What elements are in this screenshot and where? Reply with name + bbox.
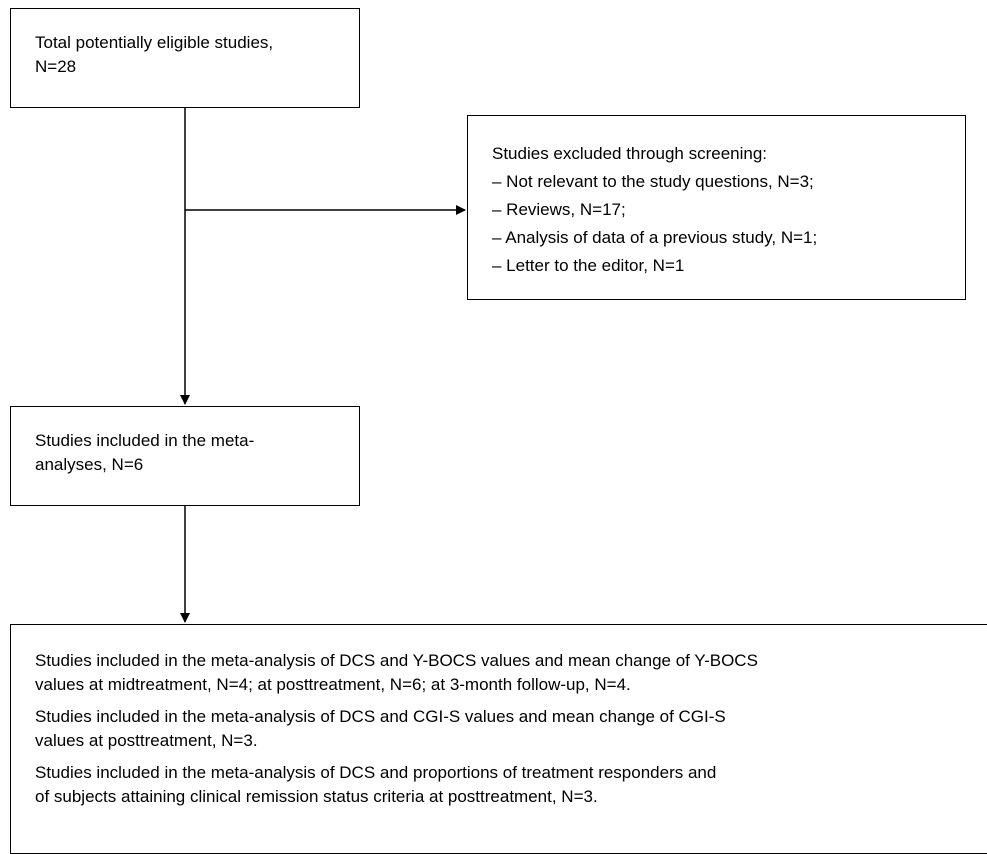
excluded-item-previous-data: – Analysis of data of a previous study, … [492,228,818,247]
total-studies-box: Total potentially eligible studies, N=28 [10,8,360,108]
analysis-cgis-line1: Studies included in the meta-analysis of… [35,707,726,726]
analysis-ybocs-line2: values at midtreatment, N=4; at posttrea… [35,675,631,694]
analysis-cgis-line2: values at posttreatment, N=3. [35,731,258,750]
total-studies-line2: N=28 [35,57,77,76]
included-studies-line2: analyses, N=6 [35,455,144,474]
analysis-ybocs-paragraph: Studies included in the meta-analysis of… [35,649,987,697]
analysis-responders-line2: of subjects attaining clinical remission… [35,787,598,806]
excluded-studies-box: Studies excluded through screening: – No… [467,115,966,300]
excluded-item-not-relevant: – Not relevant to the study questions, N… [492,172,814,191]
analysis-responders-line1: Studies included in the meta-analysis of… [35,763,717,782]
included-studies-line1: Studies included in the meta- [35,431,255,450]
total-studies-line1: Total potentially eligible studies, [35,33,274,52]
excluded-item-letter: – Letter to the editor, N=1 [492,256,685,275]
excluded-heading: Studies excluded through screening: [492,144,768,163]
included-studies-box: Studies included in the meta- analyses, … [10,406,360,506]
analysis-responders-paragraph: Studies included in the meta-analysis of… [35,761,987,809]
meta-analyses-box: Studies included in the meta-analysis of… [10,624,987,854]
analysis-ybocs-line1: Studies included in the meta-analysis of… [35,651,758,670]
analysis-cgis-paragraph: Studies included in the meta-analysis of… [35,705,987,753]
excluded-item-reviews: – Reviews, N=17; [492,200,626,219]
